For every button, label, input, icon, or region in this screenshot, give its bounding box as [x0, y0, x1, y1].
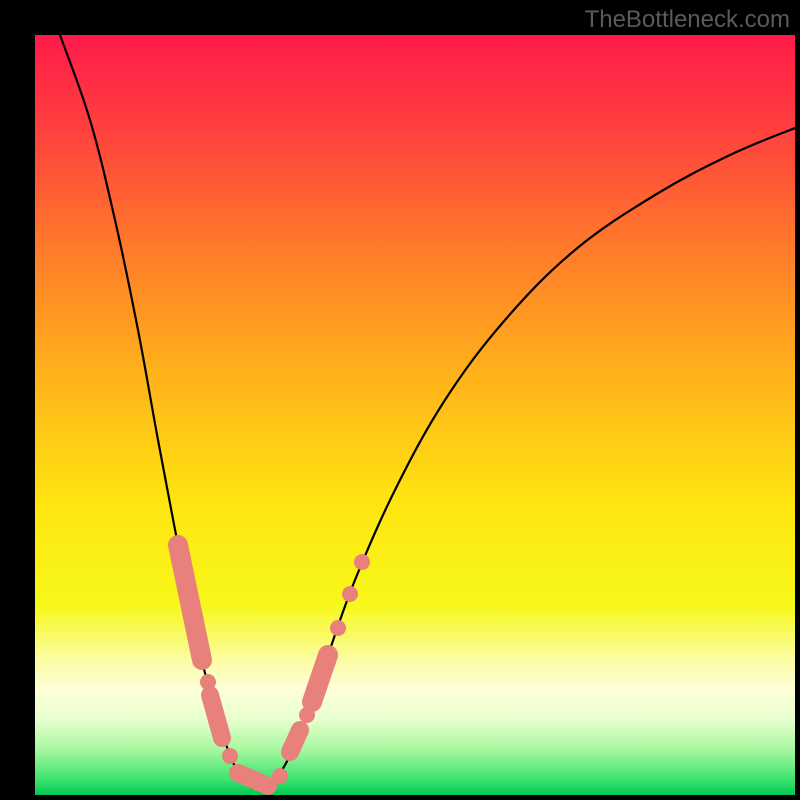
watermark-text: TheBottleneck.com — [585, 6, 790, 34]
marker-dot — [330, 620, 346, 636]
marker-dot — [342, 586, 358, 602]
marker-capsule — [290, 730, 300, 752]
marker-dot — [354, 554, 370, 570]
curve-left-branch — [60, 35, 252, 788]
marker-dot — [222, 748, 238, 764]
curve-right-branch — [252, 128, 795, 788]
marker-capsule — [210, 695, 222, 738]
marker-dot — [272, 768, 288, 784]
plot-area — [35, 35, 795, 795]
marker-dot — [299, 707, 315, 723]
chart-canvas: TheBottleneck.com — [0, 0, 800, 800]
marker-capsule — [312, 655, 328, 702]
curve-layer — [35, 35, 795, 795]
marker-capsule — [178, 545, 202, 660]
marker-dot — [200, 674, 216, 690]
marker-capsule — [238, 773, 268, 786]
